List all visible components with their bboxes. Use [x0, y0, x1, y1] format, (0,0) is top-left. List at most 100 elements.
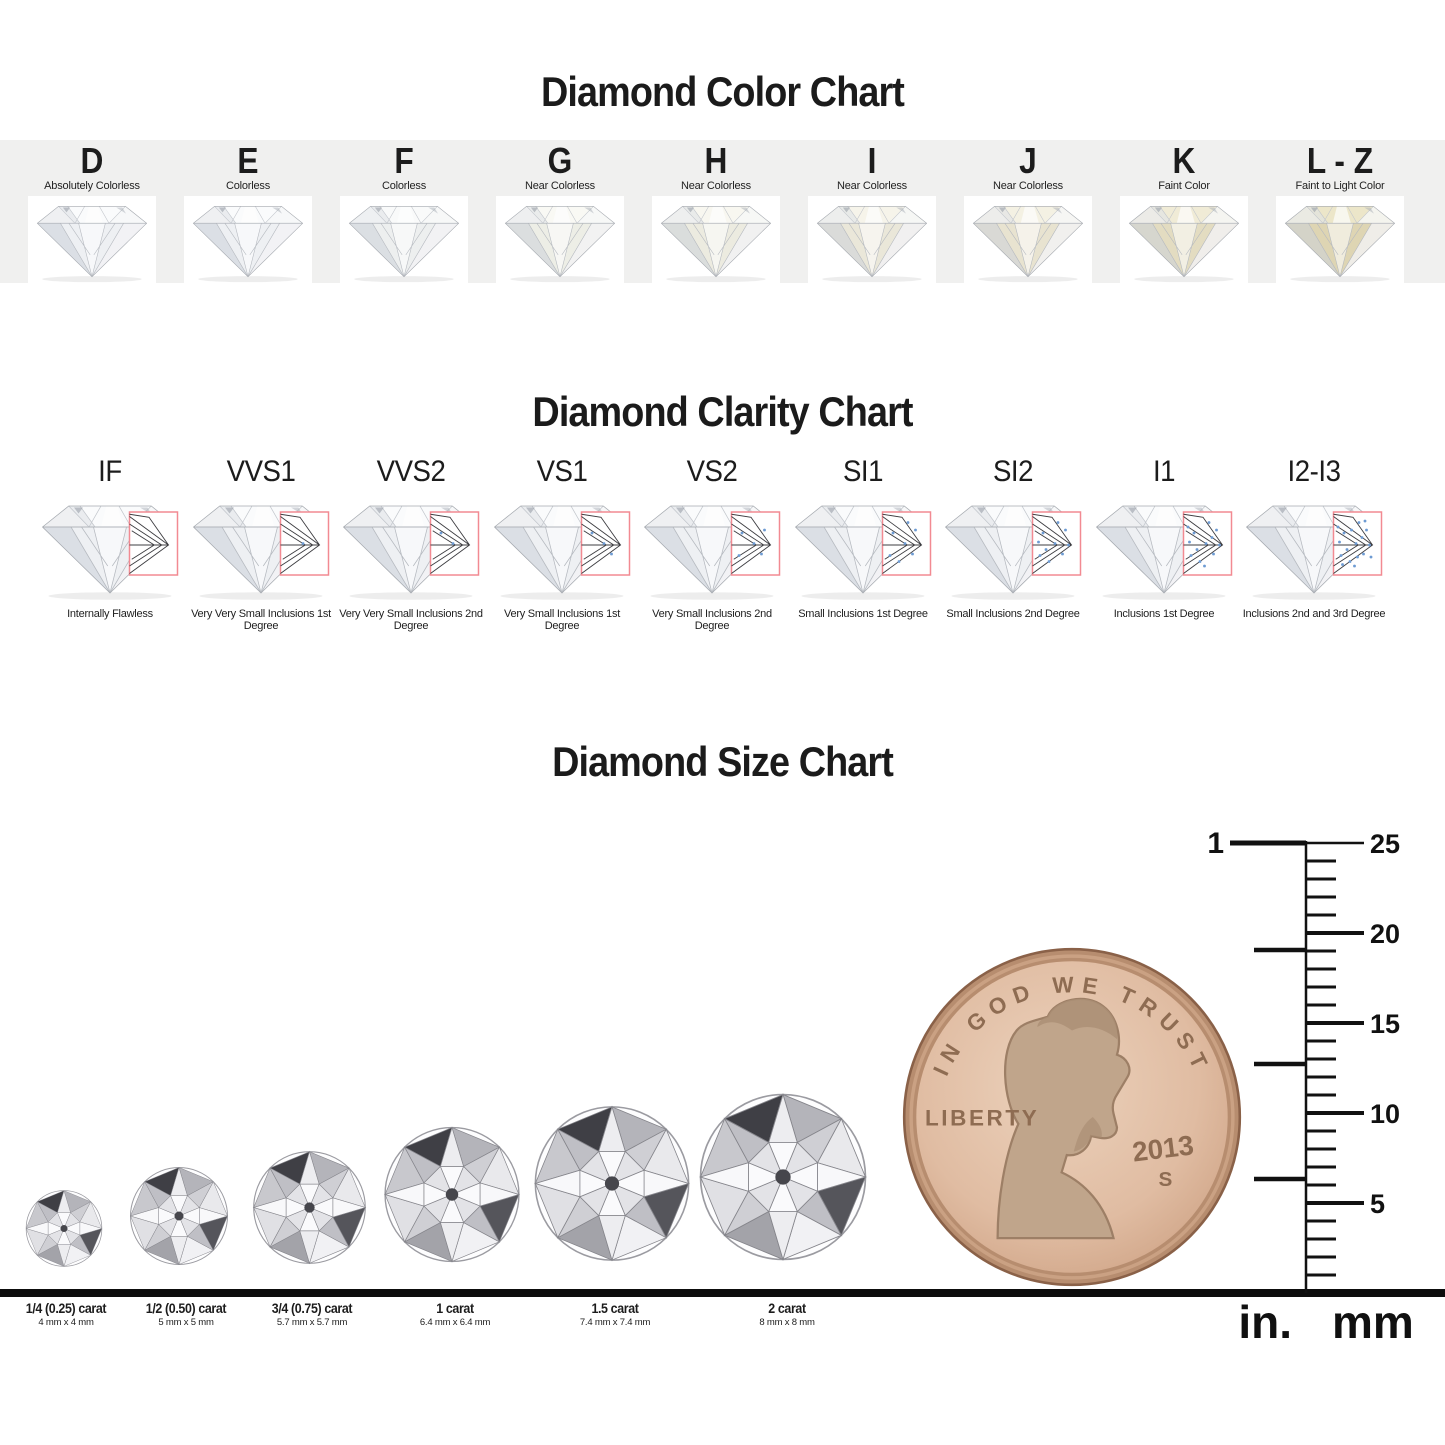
clarity-diamond-image: [1239, 497, 1383, 602]
clarity-grade-column: IF Internally Flawless: [34, 455, 186, 620]
clarity-grade-description: Inclusions 1st Degree: [1113, 608, 1215, 620]
diamond-side-view-image: [810, 199, 934, 284]
color-grade-description: Colorless: [381, 179, 427, 192]
clarity-grade-label: I2-I3: [1287, 455, 1341, 488]
color-grade-letter: E: [237, 140, 259, 181]
color-grade-column: K Faint Color: [1106, 140, 1262, 284]
clarity-grade-column: VVS2 Very Very Small Inclusions 2nd Degr…: [335, 455, 487, 632]
diamond-top-view-image: [252, 1150, 366, 1265]
inclusion-inspection-box: [580, 511, 631, 576]
unit-label-inches: in.: [1238, 1296, 1292, 1348]
clarity-diamond-image: [637, 497, 781, 602]
diamond-photo-tile: [808, 195, 936, 284]
color-grade-description: Near Colorless: [993, 179, 1063, 192]
color-chart-band: D Absolutely Colorless E Colorless F Col…: [0, 140, 1445, 284]
size-diamond-top-view: [252, 1143, 367, 1272]
size-diamond-top-view: [533, 1095, 691, 1272]
clarity-diamond-image: [35, 497, 179, 602]
clarity-grade-column: I1 Inclusions 1st Degree: [1088, 455, 1240, 620]
color-chart-title: Diamond Color Chart: [540, 68, 905, 115]
color-grade-description: Near Colorless: [837, 179, 907, 192]
diamond-top-view-image: [383, 1126, 521, 1263]
size-label: 1.5 carat 7.4 mm x 7.4 mm: [530, 1301, 700, 1328]
carat-label: 1/4 (0.25) carat: [25, 1301, 107, 1316]
mm-dimensions-label: 5.7 mm x 5.7 mm: [276, 1317, 348, 1328]
inclusion-dots: [1186, 521, 1221, 568]
diamond-side-view-image: [30, 199, 154, 284]
clarity-grade-label: VVS1: [226, 455, 296, 488]
diamond-photo-tile: [1276, 195, 1404, 284]
inclusion-inspection-box: [881, 511, 932, 576]
color-grade-column: F Colorless: [326, 140, 482, 284]
ruler-mm-5: 5: [1370, 1189, 1385, 1219]
ruler-inch-label: 1: [1207, 827, 1224, 860]
clarity-grade-column: VS2 Very Small Inclusions 2nd Degree: [636, 455, 788, 632]
inclusion-dots: [301, 542, 305, 545]
clarity-grade-label: I1: [1152, 455, 1176, 488]
clarity-diamond-image: [938, 497, 1082, 602]
ruler-mm-20: 20: [1370, 919, 1400, 949]
mm-dimensions-label: 4 mm x 4 mm: [38, 1317, 94, 1328]
diamond-top-view-image: [533, 1105, 691, 1262]
color-grade-description: Faint Color: [1158, 179, 1210, 192]
clarity-chart-row: IF Internally Flawless VVS1: [0, 455, 1445, 665]
clarity-grade-label: IF: [98, 455, 122, 488]
size-chart-title: Diamond Size Chart: [552, 738, 894, 785]
clarity-grade-column: I2-I3 Inclusions 2nd and 3rd Degree: [1238, 455, 1390, 620]
mm-dimensions-label: 7.4 mm x 7.4 mm: [579, 1317, 651, 1328]
mm-dimensions-label: 6.4 mm x 6.4 mm: [419, 1317, 491, 1328]
carat-label: 1/2 (0.50) carat: [145, 1301, 227, 1316]
color-grade-description: Faint to Light Color: [1295, 179, 1385, 192]
clarity-grade-column: VVS1 Very Very Small Inclusions 1st Degr…: [185, 455, 337, 632]
carat-label: 1 carat: [436, 1301, 474, 1316]
diamond-top-view-image: [129, 1166, 229, 1266]
size-diamond-top-view: [25, 1185, 103, 1272]
inclusion-inspection-box: [128, 511, 179, 576]
inclusion-dots: [1336, 519, 1373, 568]
color-grade-letter: F: [394, 140, 414, 181]
color-grade-description: Near Colorless: [525, 179, 595, 192]
clarity-diamond-image: [1089, 497, 1233, 602]
clarity-chart-title: Diamond Clarity Chart: [532, 388, 913, 435]
clarity-grade-label: SI1: [842, 455, 884, 488]
diamond-photo-tile: [184, 195, 312, 284]
size-label: 2 carat 8 mm x 8 mm: [702, 1301, 872, 1328]
clarity-grade-column: SI1 Small Inclusions 1st Degree: [787, 455, 939, 620]
clarity-diamond-image: [336, 497, 480, 602]
inclusion-inspection-box: [1332, 511, 1383, 576]
diamond-side-view-image: [1278, 199, 1402, 284]
inclusion-dots: [737, 528, 766, 557]
carat-label: 1.5 carat: [591, 1301, 639, 1316]
carat-label: 2 carat: [768, 1301, 806, 1316]
diamond-photo-tile: [28, 195, 156, 284]
ruler-mm-10: 10: [1370, 1099, 1400, 1129]
color-grade-description: Colorless: [225, 179, 271, 192]
size-chart-baseline: [0, 1289, 1445, 1297]
clarity-grade-description: Very Small Inclusions 2nd Degree: [652, 608, 772, 632]
clarity-grade-description: Small Inclusions 1st Degree: [798, 608, 928, 620]
clarity-grade-label: SI2: [992, 455, 1034, 488]
inclusion-inspection-box: [1031, 511, 1082, 576]
diamond-photo-tile: [652, 195, 780, 284]
size-diamond-top-view: [698, 1082, 868, 1272]
ruler-mm-25: 25: [1370, 829, 1400, 859]
ruler-mm-15: 15: [1370, 1009, 1400, 1039]
clarity-grade-label: VS1: [536, 455, 588, 488]
clarity-grade-description: Internally Flawless: [67, 608, 153, 620]
color-grade-column: J Near Colorless: [950, 140, 1106, 284]
color-grade-column: L - Z Faint to Light Color: [1262, 140, 1418, 284]
clarity-grade-description: Inclusions 2nd and 3rd Degree: [1242, 608, 1386, 620]
size-chart-area: in. mm IN GOD WE TRUST LIBERTY 2013 S 1: [0, 800, 1445, 1445]
penny-coin: IN GOD WE TRUST LIBERTY 2013 S: [902, 947, 1242, 1287]
inclusion-inspection-box: [279, 511, 330, 576]
color-grade-letter: L - Z: [1306, 140, 1374, 181]
diamond-side-view-image: [186, 199, 310, 284]
size-label: 1 carat 6.4 mm x 6.4 mm: [370, 1301, 540, 1328]
inclusion-dots: [888, 521, 917, 563]
unit-label-millimeters: mm: [1332, 1296, 1414, 1348]
clarity-diamond-image: [186, 497, 330, 602]
diamond-photo-tile: [964, 195, 1092, 284]
carat-label: 3/4 (0.75) carat: [271, 1301, 353, 1316]
ruler: 1 25 20 15 10 5: [1207, 827, 1400, 1293]
